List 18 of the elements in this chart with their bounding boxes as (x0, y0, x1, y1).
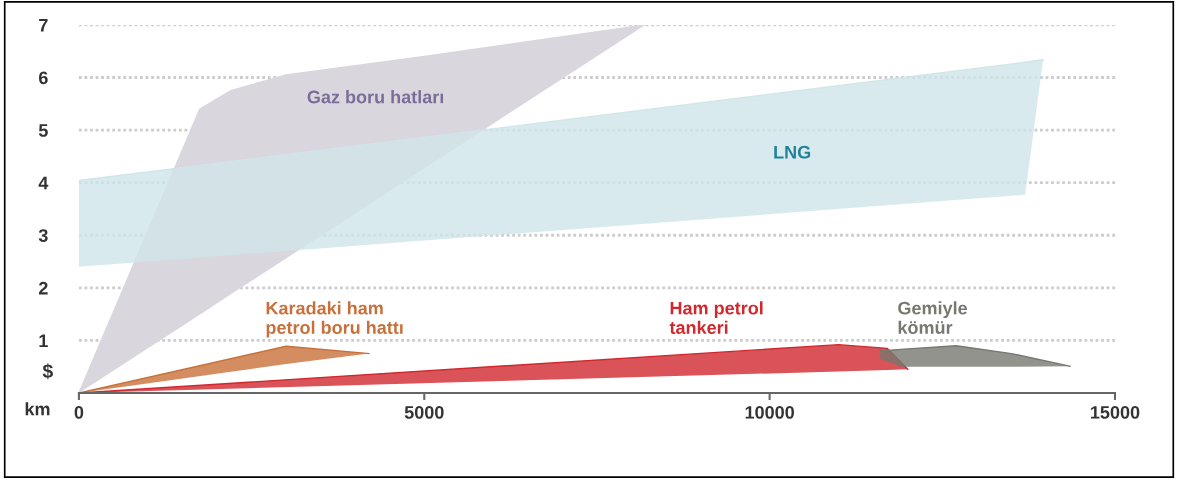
series-label: Ham petrol tankeri (669, 301, 763, 334)
y-tick-label: 4 (38, 176, 49, 190)
series-label: Karadaki ham petrol boru hattı (266, 301, 403, 338)
x-tick-label: 15000 (1091, 406, 1140, 419)
y-axis-title: $ (42, 363, 53, 380)
series-label: Gemiyle kömür (898, 301, 968, 334)
x-tick-label: 5000 (404, 406, 444, 419)
series-label: Gaz boru hatları (307, 90, 444, 104)
x-tick-label: 10000 (745, 406, 794, 419)
x-tick-label: 0 (74, 406, 84, 419)
y-tick-label: 6 (38, 71, 48, 85)
y-tick-label: 5 (38, 124, 48, 137)
y-tick-label: 2 (38, 281, 48, 295)
y-tick-label: 7 (39, 19, 48, 32)
y-tick-label: 3 (38, 229, 48, 242)
y-tick-label: 1 (39, 334, 48, 347)
text: LNG (774, 145, 811, 159)
x-axis-title: km (25, 402, 50, 416)
